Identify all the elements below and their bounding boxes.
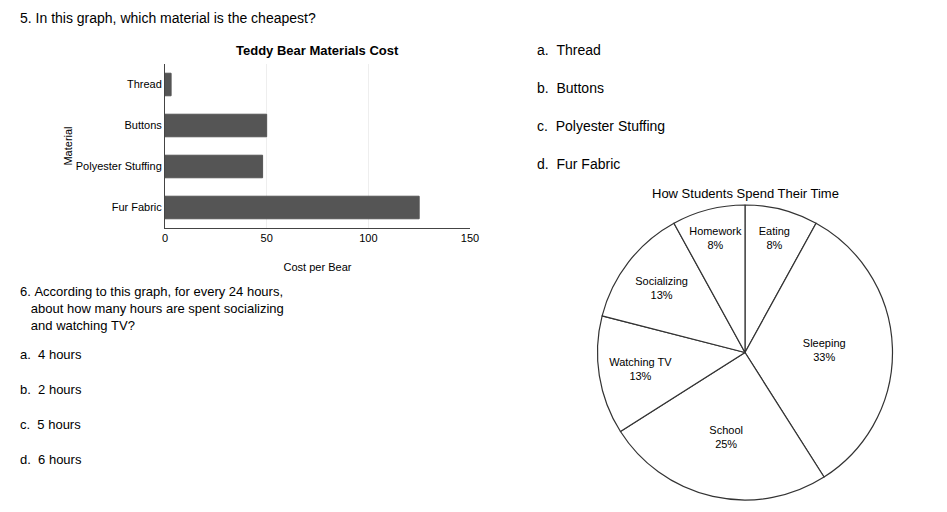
svg-text:Teddy Bear Materials Cost: Teddy Bear Materials Cost — [236, 43, 399, 58]
svg-text:Material: Material — [62, 126, 74, 165]
svg-text:6. According to this graph, fo: 6. According to this graph, for every 24… — [20, 284, 283, 299]
svg-text:150: 150 — [461, 232, 479, 244]
svg-text:c. Polyester Stuffing: c. Polyester Stuffing — [537, 118, 665, 134]
svg-text:Cost per Bear: Cost per Bear — [284, 261, 352, 273]
svg-text:c. 5 hours: c. 5 hours — [20, 417, 81, 432]
svg-text:Thread: Thread — [127, 78, 162, 90]
svg-text:100: 100 — [359, 232, 377, 244]
svg-text:about how many hours are spent: about how many hours are spent socializi… — [20, 301, 284, 316]
svg-text:b. Buttons: b. Buttons — [537, 80, 604, 96]
svg-text:How Students Spend Their Time: How Students Spend Their Time — [652, 186, 839, 201]
svg-text:a. Thread: a. Thread — [537, 42, 601, 58]
svg-text:Buttons: Buttons — [124, 119, 162, 131]
svg-text:Homework8%: Homework8% — [689, 225, 742, 251]
svg-text:and watching TV?: and watching TV? — [20, 318, 135, 333]
svg-text:d. 6 hours: d. 6 hours — [20, 452, 82, 467]
svg-text:Fur Fabric: Fur Fabric — [112, 201, 163, 213]
svg-text:50: 50 — [261, 232, 273, 244]
svg-text:Eating8%: Eating8% — [759, 225, 790, 251]
svg-text:0: 0 — [162, 232, 168, 244]
svg-text:Sleeping33%: Sleeping33% — [803, 337, 846, 363]
svg-text:Socializing13%: Socializing13% — [635, 275, 688, 301]
svg-text:Watching TV13%: Watching TV13% — [609, 356, 672, 382]
svg-text:Polyester Stuffing: Polyester Stuffing — [76, 160, 162, 172]
svg-text:b. 2 hours: b. 2 hours — [20, 382, 82, 397]
svg-text:5. In this graph, which materi: 5. In this graph, which material is the … — [20, 10, 316, 26]
svg-text:d. Fur Fabric: d. Fur Fabric — [537, 156, 620, 172]
svg-text:a. 4 hours: a. 4 hours — [20, 347, 82, 362]
svg-text:School25%: School25% — [709, 424, 743, 450]
